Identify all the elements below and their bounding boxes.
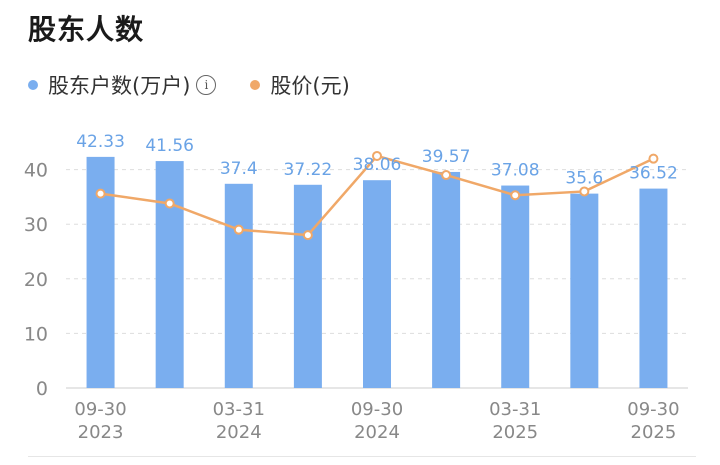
y-tick-label: 10: [24, 323, 48, 345]
price-point: [648, 153, 659, 164]
x-tick-label: 03-31: [213, 399, 265, 420]
legend-dot-bar: [28, 80, 38, 90]
price-point: [441, 170, 452, 181]
bar-data-label: 41.56: [145, 136, 194, 156]
price-point: [95, 188, 106, 199]
bar-data-label: 38.06: [353, 155, 402, 175]
price-point: [372, 150, 382, 161]
x-tick-label: 2023: [78, 422, 124, 443]
bar-data-label: 37.08: [491, 161, 540, 181]
legend-label-holders: 股东户数(万户): [48, 74, 191, 98]
divider: [28, 456, 696, 457]
price-point: [233, 224, 244, 235]
x-tick-label: 09-30: [627, 399, 679, 420]
x-tick-label: 2024: [216, 422, 262, 443]
bar-data-label: 42.33: [76, 132, 125, 152]
legend-item-holders[interactable]: 股东户数(万户) i: [28, 70, 217, 100]
x-tick-label: 2025: [492, 422, 538, 443]
y-tick-label: 0: [36, 378, 48, 400]
bar-data-label: 37.22: [284, 160, 333, 180]
legend-item-price[interactable]: 股价(元): [250, 70, 350, 100]
x-tick-label: 2024: [354, 422, 400, 443]
chart-title: 股东人数: [28, 13, 145, 46]
bar: [155, 161, 184, 388]
bar: [501, 185, 530, 388]
bar: [224, 183, 253, 388]
bar-data-label: 35.6: [565, 169, 603, 189]
bar: [639, 188, 668, 388]
price-point: [510, 190, 521, 201]
info-icon[interactable]: i: [196, 75, 217, 95]
y-tick-label: 20: [24, 269, 48, 291]
bar: [293, 184, 322, 388]
y-tick-label: 40: [24, 160, 48, 182]
legend-dot-line: [250, 80, 261, 90]
x-tick-label: 03-31: [489, 399, 541, 420]
x-tick-label: 09-30: [74, 399, 126, 420]
bar: [432, 171, 461, 388]
price-point: [579, 186, 590, 197]
bar-data-label: 36.52: [629, 164, 678, 184]
bar: [570, 193, 599, 388]
legend: 股东户数(万户) i 股价(元): [28, 70, 384, 100]
x-tick-label: 2025: [631, 422, 677, 443]
y-tick-label: 30: [24, 214, 48, 236]
price-point: [302, 230, 313, 241]
bar-data-label: 37.4: [220, 159, 258, 179]
price-point: [164, 198, 175, 209]
bar-data-label: 39.57: [422, 147, 471, 167]
bar: [363, 180, 391, 388]
legend-label-price: 股价(元): [270, 74, 350, 98]
x-tick-label: 09-30: [351, 399, 403, 420]
